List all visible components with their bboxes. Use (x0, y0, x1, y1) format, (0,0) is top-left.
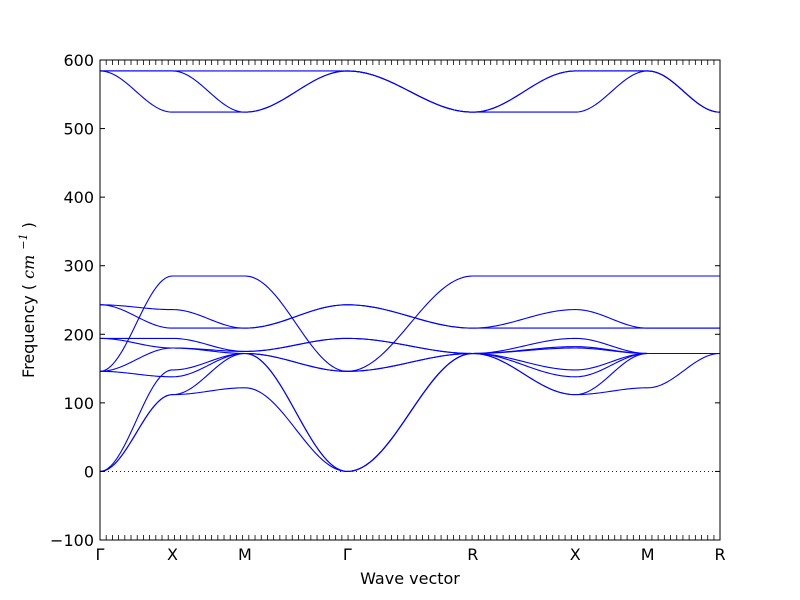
x-path-label: M (238, 545, 252, 564)
x-path-label: R (714, 545, 725, 564)
y-tick-label: 100 (63, 394, 94, 413)
y-axis-title: Frequency ( cm −1 ) (12, 222, 38, 378)
y-axis-title-unit-exponent: −1 (17, 233, 30, 249)
band-line-10 (99, 275, 720, 372)
x-path-label: X (570, 545, 581, 564)
y-axis-title-close-paren: ) (19, 222, 38, 228)
y-tick-label: 500 (63, 120, 94, 139)
x-path-label: M (641, 545, 655, 564)
x-path-label: Γ (96, 545, 105, 564)
series-layer (99, 70, 721, 472)
y-tick-label: 300 (63, 257, 94, 276)
x-axis-title: Wave vector (360, 569, 460, 588)
y-axis-title-text: Frequency (19, 295, 38, 378)
band-line-13 (100, 70, 721, 113)
y-axis-title-unit: cm (19, 255, 38, 279)
x-path-label: X (167, 545, 178, 564)
x-path-label: Γ (343, 545, 352, 564)
y-tick-label: 200 (63, 325, 94, 344)
band-line-5 (99, 347, 720, 372)
plot-frame (99, 59, 721, 541)
band-line-3 (99, 352, 720, 472)
y-tick-label: 0 (84, 462, 94, 481)
band-line-9 (99, 304, 720, 329)
y-tick-label: −100 (50, 531, 94, 550)
band-line-7 (100, 337, 720, 355)
label-layer: −100 0 100 200 300 400 500 600 Γ X M Γ R X M R (50, 51, 726, 564)
y-tick-label: 400 (63, 188, 94, 207)
x-path-label: R (467, 545, 478, 564)
tick-layer (99, 59, 720, 541)
y-axis-title-open-paren: ( (19, 284, 38, 290)
y-tick-label: 600 (63, 51, 94, 70)
